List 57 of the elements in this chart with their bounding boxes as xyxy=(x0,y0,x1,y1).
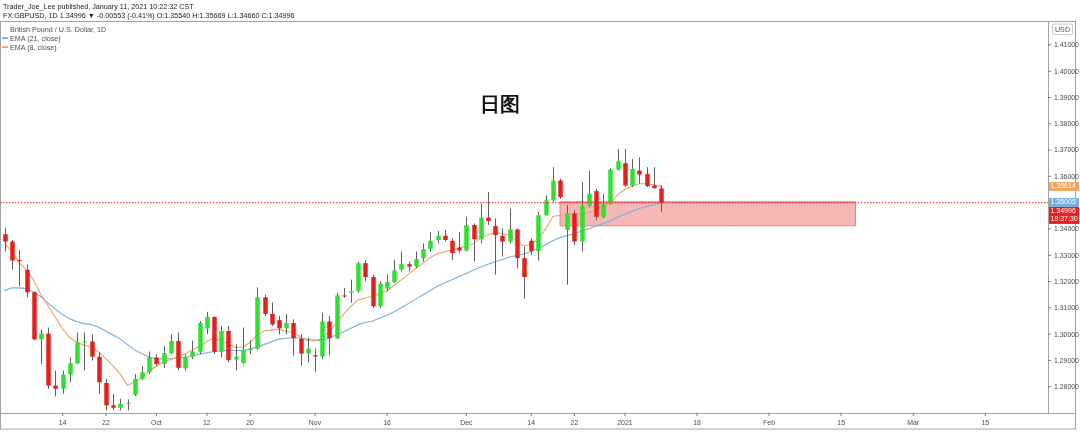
candlestick xyxy=(25,264,30,298)
candlestick xyxy=(349,279,354,304)
candlestick xyxy=(263,294,268,317)
candlestick xyxy=(587,170,592,208)
candlestick xyxy=(75,332,80,365)
candlestick xyxy=(68,357,73,383)
candlestick xyxy=(508,208,513,244)
candlestick xyxy=(551,166,556,203)
candlestick xyxy=(241,327,246,365)
candlestick xyxy=(637,156,642,185)
candlestick xyxy=(421,242,426,263)
candlestick xyxy=(39,328,44,365)
candlestick xyxy=(284,313,289,335)
candlestick xyxy=(558,178,563,200)
candlestick xyxy=(363,259,368,282)
candlestick xyxy=(234,343,239,372)
candlestick xyxy=(493,217,498,276)
text: 日图 xyxy=(480,93,520,115)
candlestick xyxy=(645,166,650,188)
candlestick xyxy=(299,333,304,367)
candlestick xyxy=(133,373,138,397)
candlestick xyxy=(169,333,174,355)
candlestick xyxy=(162,345,167,369)
candlestick xyxy=(616,148,621,172)
candlestick xyxy=(104,378,109,411)
candlestick xyxy=(378,280,383,309)
candlestick xyxy=(522,246,527,300)
candlestick xyxy=(82,332,87,372)
candlestick xyxy=(147,350,152,375)
candlestick xyxy=(126,398,131,411)
candlestick xyxy=(3,227,8,253)
candlestick xyxy=(630,158,635,188)
candlestick xyxy=(61,370,66,395)
candlestick xyxy=(306,337,311,364)
candlestick xyxy=(479,203,484,244)
candlestick xyxy=(428,231,433,253)
candlestick xyxy=(342,287,347,299)
candlestick xyxy=(219,325,224,359)
candlestick xyxy=(544,194,549,217)
candlestick xyxy=(500,227,505,258)
candlestick xyxy=(601,193,606,219)
candlestick xyxy=(291,318,296,357)
candlestick xyxy=(17,249,22,287)
candlestick xyxy=(392,259,397,284)
candlestick xyxy=(205,311,210,335)
candlestick xyxy=(623,148,628,188)
candlestick xyxy=(472,222,477,263)
candlestick xyxy=(190,340,195,360)
candlestick xyxy=(90,333,95,362)
candlestick xyxy=(327,315,332,357)
candlestick xyxy=(565,204,570,286)
candlestick xyxy=(53,370,58,397)
candlestick xyxy=(450,237,455,261)
candlestick xyxy=(399,251,404,273)
candlestick xyxy=(277,315,282,335)
candlestick xyxy=(10,239,15,271)
candlestick xyxy=(270,301,275,327)
